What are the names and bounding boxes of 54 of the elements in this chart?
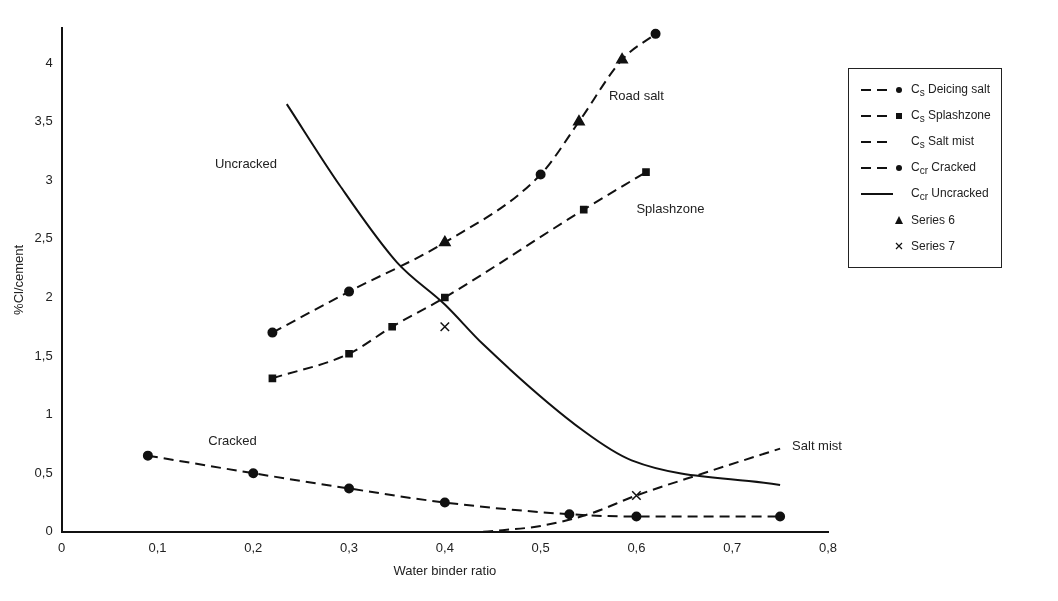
- point: [438, 235, 451, 247]
- x-tick-label: 0,4: [435, 540, 454, 556]
- point: [650, 28, 661, 39]
- x-tick-label: 0: [58, 540, 66, 556]
- point: [441, 293, 449, 302]
- annotation: Salt mist: [792, 438, 843, 454]
- point: [775, 511, 786, 522]
- annotation: Cracked: [208, 432, 257, 448]
- annotation: Uncracked: [214, 155, 278, 171]
- point: [388, 322, 396, 331]
- point: [564, 509, 575, 520]
- legend-label: C$_{cr}$ Cracked: [911, 159, 977, 177]
- legend-label: Series 6: [911, 213, 956, 227]
- point: [142, 450, 153, 461]
- point: [642, 168, 650, 176]
- annotation: Road salt: [608, 88, 665, 104]
- x-tick-label: 0,2: [244, 540, 263, 556]
- y-tick-label: 1: [45, 406, 53, 422]
- point: [631, 490, 642, 501]
- y-tick-label: 2,5: [34, 230, 53, 246]
- y-tick-label: 3: [45, 171, 53, 187]
- point: [344, 483, 355, 494]
- x-tick-label: 0,7: [723, 540, 742, 556]
- y-axis-title: %Cl/cement: [11, 244, 27, 315]
- y-tick-label: 1,5: [34, 347, 53, 363]
- point: [268, 374, 277, 383]
- point: [248, 468, 259, 479]
- point: [535, 169, 546, 180]
- x-axis-title: Water binder ratio: [393, 562, 497, 578]
- x-tick-label: 0,3: [340, 540, 359, 556]
- x-tick-label: 0,8: [818, 540, 838, 556]
- point: [573, 114, 585, 126]
- x-tick-label: 0,5: [531, 540, 550, 556]
- point: [267, 327, 278, 338]
- point: [439, 497, 450, 508]
- legend-label: C$_{s}$ Splashzone: [911, 107, 991, 125]
- x-tick-label: 0,1: [148, 540, 167, 556]
- x-tick-label: 0,6: [627, 540, 646, 556]
- legend-label: C$_{s}$ Salt mist: [911, 133, 975, 151]
- point: [439, 321, 450, 332]
- y-tick-label: 2: [45, 289, 53, 305]
- y-tick-label: 0: [45, 523, 53, 539]
- y-tick-label: 3,5: [34, 113, 53, 129]
- point: [631, 511, 642, 522]
- legend-label: C$_{cr}$ Uncracked: [911, 185, 989, 203]
- point: [345, 349, 353, 358]
- y-tick-label: 4: [45, 54, 53, 70]
- y-tick-label: 0,5: [34, 464, 53, 480]
- annotation: Splashzone: [636, 200, 705, 216]
- legend-label: Series 7: [911, 239, 956, 253]
- point: [344, 286, 355, 297]
- legend-label: C$_{s}$ Deicing salt: [911, 81, 991, 99]
- point: [579, 205, 588, 214]
- point: [616, 52, 628, 64]
